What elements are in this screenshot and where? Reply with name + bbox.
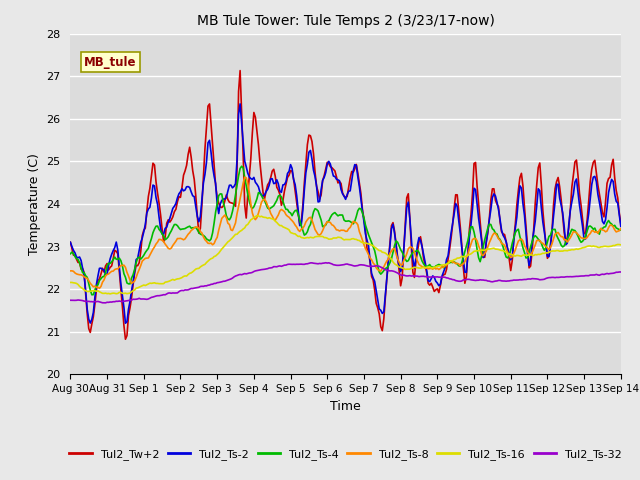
Text: MB_tule: MB_tule — [84, 56, 137, 69]
Legend: Tul2_Tw+2, Tul2_Ts-2, Tul2_Ts-4, Tul2_Ts-8, Tul2_Ts-16, Tul2_Ts-32: Tul2_Tw+2, Tul2_Ts-2, Tul2_Ts-4, Tul2_Ts… — [65, 444, 626, 465]
Y-axis label: Temperature (C): Temperature (C) — [28, 153, 41, 255]
Title: MB Tule Tower: Tule Temps 2 (3/23/17-now): MB Tule Tower: Tule Temps 2 (3/23/17-now… — [196, 14, 495, 28]
X-axis label: Time: Time — [330, 400, 361, 413]
